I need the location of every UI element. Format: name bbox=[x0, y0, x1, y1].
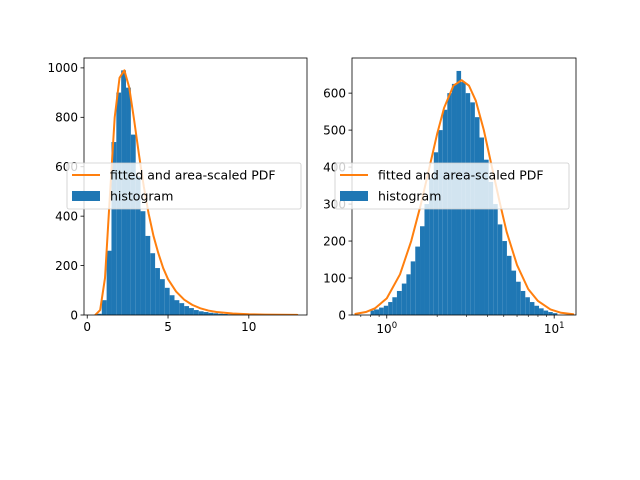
legend-box bbox=[334, 162, 570, 210]
histogram-bar bbox=[534, 305, 540, 315]
histogram-bar bbox=[208, 312, 214, 315]
legend-patch-swatch bbox=[340, 191, 368, 201]
legend: fitted and area-scaled PDF histogram bbox=[66, 162, 302, 210]
histogram-bar bbox=[488, 181, 494, 315]
histogram-bar bbox=[516, 281, 521, 315]
histogram-bar bbox=[159, 279, 165, 315]
y-tick-label: 500 bbox=[323, 123, 346, 137]
histogram-bar bbox=[420, 226, 425, 315]
y-tick-label: 0 bbox=[70, 308, 78, 322]
y-tick-label: 1000 bbox=[47, 61, 78, 75]
histogram-bar bbox=[383, 305, 389, 315]
histogram-bar bbox=[140, 211, 146, 315]
histogram-bar bbox=[438, 130, 443, 315]
histogram-bar bbox=[198, 311, 204, 315]
y-tick-label: 800 bbox=[55, 111, 78, 125]
x-tick-label: 100 bbox=[376, 321, 397, 336]
y-tick-label: 0 bbox=[338, 308, 346, 322]
histogram-bar bbox=[493, 204, 498, 315]
histogram-bar bbox=[379, 307, 384, 315]
pdf-line bbox=[94, 69, 299, 315]
histogram-bar bbox=[145, 235, 151, 315]
histogram-bar bbox=[433, 152, 439, 315]
y-tick-label: 200 bbox=[55, 259, 78, 273]
histogram-bar bbox=[193, 310, 199, 315]
histogram-bar bbox=[396, 290, 402, 315]
x-tick-label: 0 bbox=[83, 320, 91, 334]
histogram-bar bbox=[370, 310, 375, 315]
histogram-bar bbox=[506, 255, 512, 315]
histogram-bar bbox=[179, 303, 185, 315]
histogram-bar bbox=[479, 137, 485, 315]
x-tick-label: 101 bbox=[544, 321, 565, 336]
histogram-bar bbox=[135, 176, 141, 315]
y-tick-label: 200 bbox=[323, 234, 346, 248]
histogram-bar bbox=[213, 313, 219, 315]
histogram-bar bbox=[525, 297, 530, 315]
histogram-bar bbox=[424, 204, 430, 315]
histogram-bar bbox=[111, 142, 117, 315]
histogram-bar bbox=[155, 268, 160, 315]
histogram-bar bbox=[222, 314, 228, 315]
histogram-bar bbox=[484, 159, 489, 315]
histogram-bar bbox=[174, 300, 180, 315]
histogram-bar bbox=[548, 312, 553, 315]
histogram-bar bbox=[529, 302, 535, 315]
histogram-bar bbox=[150, 253, 156, 315]
histogram-bar bbox=[184, 306, 190, 315]
histogram-bar bbox=[189, 308, 194, 315]
histogram-bar bbox=[543, 310, 549, 315]
y-tick-label: 600 bbox=[323, 86, 346, 100]
y-tick-label: 400 bbox=[55, 209, 78, 223]
histogram-bar bbox=[497, 224, 503, 315]
histogram-bar bbox=[101, 300, 107, 315]
legend-box bbox=[66, 162, 302, 210]
histogram-bar bbox=[511, 270, 517, 315]
histogram-bar bbox=[130, 134, 136, 315]
histogram-bar bbox=[415, 246, 421, 315]
histogram-bar bbox=[474, 117, 480, 315]
legend-label: histogram bbox=[378, 189, 441, 204]
histogram-bar bbox=[442, 109, 448, 315]
pdf-line bbox=[354, 79, 575, 315]
y-tick-label: 100 bbox=[323, 271, 346, 285]
histogram-bar bbox=[410, 261, 416, 315]
histogram-bar bbox=[169, 295, 175, 315]
histogram-bar bbox=[539, 308, 544, 315]
histogram-bar bbox=[392, 297, 397, 315]
histogram-bar bbox=[96, 313, 102, 315]
histogram-bar bbox=[406, 274, 411, 315]
legend-label: fitted and area-scaled PDF bbox=[378, 168, 544, 183]
histogram-bar bbox=[429, 178, 434, 315]
histogram-bar bbox=[520, 290, 526, 315]
histogram-bar bbox=[401, 283, 407, 315]
histogram-bar bbox=[388, 302, 393, 315]
histogram-bar bbox=[502, 241, 507, 315]
histogram-bar bbox=[374, 309, 380, 315]
legend-patch-swatch bbox=[72, 191, 100, 201]
histogram-bar bbox=[552, 313, 558, 315]
histogram-bar bbox=[218, 313, 223, 315]
histogram-bar bbox=[106, 250, 112, 315]
legend: fitted and area-scaled PDF histogram bbox=[334, 162, 570, 210]
x-tick-label: 5 bbox=[164, 320, 172, 334]
legend-label: histogram bbox=[110, 189, 173, 204]
legend-label: fitted and area-scaled PDF bbox=[110, 168, 276, 183]
x-tick-label: 10 bbox=[241, 320, 256, 334]
histogram-bar bbox=[203, 312, 209, 315]
histogram-bar bbox=[164, 287, 170, 315]
